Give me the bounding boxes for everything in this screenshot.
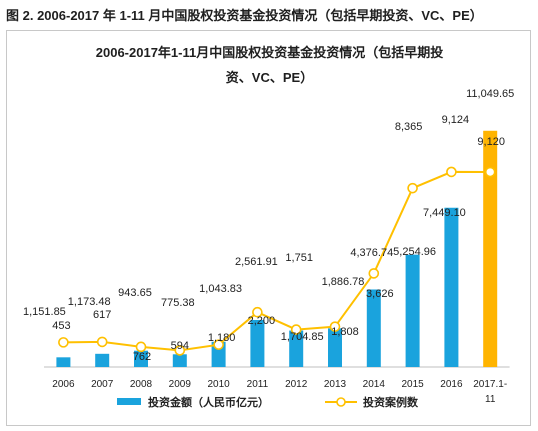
x-tick-2008: 2008 — [130, 379, 153, 390]
line-point-2015 — [407, 182, 418, 194]
line-point-2016 — [446, 166, 457, 178]
line-label-2008: 943.65 — [118, 287, 152, 299]
bar-2013 — [328, 328, 342, 367]
line-point-2009 — [174, 345, 186, 356]
legend-swatch-marker — [336, 397, 346, 407]
bar-2017.1-11 — [483, 130, 498, 367]
bar-label-2008: 762 — [133, 351, 151, 363]
bar-label-2016: 7,449.10 — [423, 207, 466, 219]
bar-2007 — [95, 353, 110, 367]
bar-label-2011: 2,200 — [248, 315, 276, 327]
line-point-2006 — [58, 337, 69, 348]
chart-container: 2006-2017年1-11月中国股权投资基金投资情况（包括早期投 资、VC、P… — [6, 30, 531, 426]
bar-label-2017.1-11: 11,049.65 — [466, 88, 514, 100]
line-point-2008 — [135, 341, 147, 353]
bar-label-2009: 594 — [171, 340, 189, 352]
x-tick-2014: 2014 — [363, 379, 386, 390]
bar-label-2014: 3,626 — [366, 288, 394, 300]
bar-2011 — [250, 319, 265, 367]
bar-2008 — [134, 350, 148, 367]
line-point-2010 — [213, 339, 224, 350]
x-tick-2010: 2010 — [207, 379, 230, 390]
line-label-2016: 9,124 — [442, 114, 470, 126]
x-tick-2011: 2011 — [247, 379, 269, 390]
x-tick-2016: 2016 — [440, 379, 463, 390]
line-label-2013: 1,886.78 — [322, 276, 365, 288]
x-tick-2007: 2007 — [91, 379, 114, 390]
legend-label-bar: 投资金额（人民币亿元） — [148, 395, 269, 409]
bar-label-2007: 617 — [93, 309, 111, 321]
x-tick-2013: 2013 — [324, 379, 347, 390]
line-point-2014 — [368, 268, 380, 279]
legend-swatch-bar — [117, 398, 141, 405]
x-tick-2009: 2009 — [169, 379, 192, 390]
x-tick-2017.1-11-line-2: 11 — [485, 394, 496, 405]
line-label-2015: 8,365 — [395, 121, 423, 133]
bar-2016 — [444, 207, 459, 367]
x-tick-2012: 2012 — [285, 379, 308, 390]
chart-title-line-2: 资、VC、PE） — [225, 70, 314, 85]
line-label-2017.1-11: 9,120 — [477, 136, 505, 148]
bar-label-2015: 5,254.96 — [393, 246, 436, 258]
x-tick-2017.1-11: 2017.1- — [473, 379, 507, 390]
line-label-2006: 1,151.85 — [23, 306, 66, 318]
bar-label-2013: 1,808 — [331, 326, 359, 338]
line-point-2011 — [252, 306, 263, 318]
line-series-path — [63, 170, 491, 352]
line-point-2013 — [329, 321, 341, 332]
line-label-2009: 775.38 — [161, 297, 195, 309]
bar-2015 — [405, 254, 420, 367]
bar-label-2006: 453 — [52, 320, 70, 332]
chart-plot: 453 617 762 594 1,180 2,200 1,704.85 1,808 3,626… — [23, 88, 514, 409]
chart-title-line-1: 2006-2017年1-11月中国股权投资基金投资情况（包括早期投 — [95, 45, 444, 60]
bar-label-2010: 1,180 — [208, 332, 236, 344]
bar-label-2012: 1,704.85 — [281, 331, 324, 343]
line-point-2017.1-11 — [484, 166, 496, 178]
line-point-2012 — [290, 324, 302, 335]
x-tick-2015: 2015 — [401, 379, 424, 390]
bar-2006 — [56, 357, 71, 367]
line-label-2012: 1,751 — [285, 252, 313, 264]
line-point-2007 — [96, 336, 108, 348]
bar-2014 — [366, 289, 381, 367]
bar-2009 — [172, 354, 187, 367]
line-label-2007: 1,173.48 — [68, 296, 111, 308]
bar-2012 — [289, 330, 304, 367]
line-label-2010: 1,043.83 — [199, 283, 242, 295]
legend-label-line: 投资案例数 — [363, 395, 419, 409]
figure-caption: 图 2. 2006-2017 年 1-11 月中国股权投资基金投资情况（包括早期… — [6, 8, 483, 23]
line-label-2011: 2,561.91 — [235, 256, 278, 268]
x-tick-2006: 2006 — [52, 379, 75, 390]
line-label-2014: 4,376.74 — [350, 247, 393, 259]
